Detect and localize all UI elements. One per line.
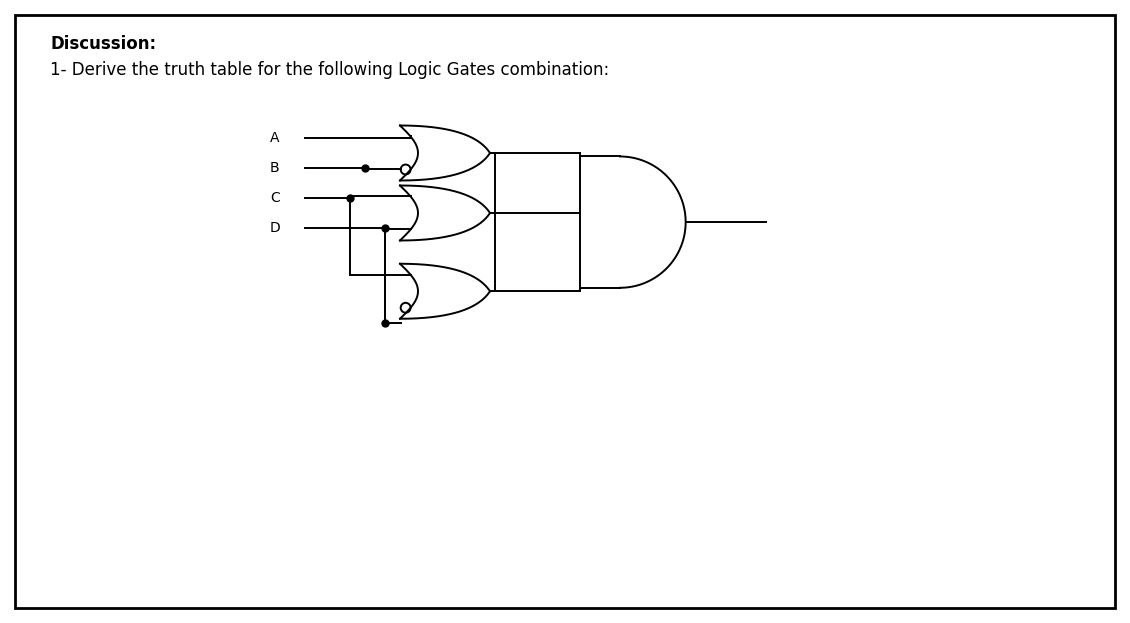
Text: 1- Derive the truth table for the following Logic Gates combination:: 1- Derive the truth table for the follow… (50, 61, 609, 79)
Text: Discussion:: Discussion: (50, 35, 156, 53)
Text: B: B (270, 161, 279, 175)
Text: D: D (270, 221, 280, 235)
Text: C: C (270, 191, 280, 205)
Text: A: A (270, 131, 279, 145)
